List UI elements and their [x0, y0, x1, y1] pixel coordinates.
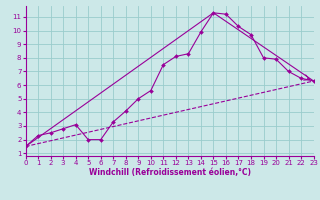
X-axis label: Windchill (Refroidissement éolien,°C): Windchill (Refroidissement éolien,°C)	[89, 168, 251, 177]
